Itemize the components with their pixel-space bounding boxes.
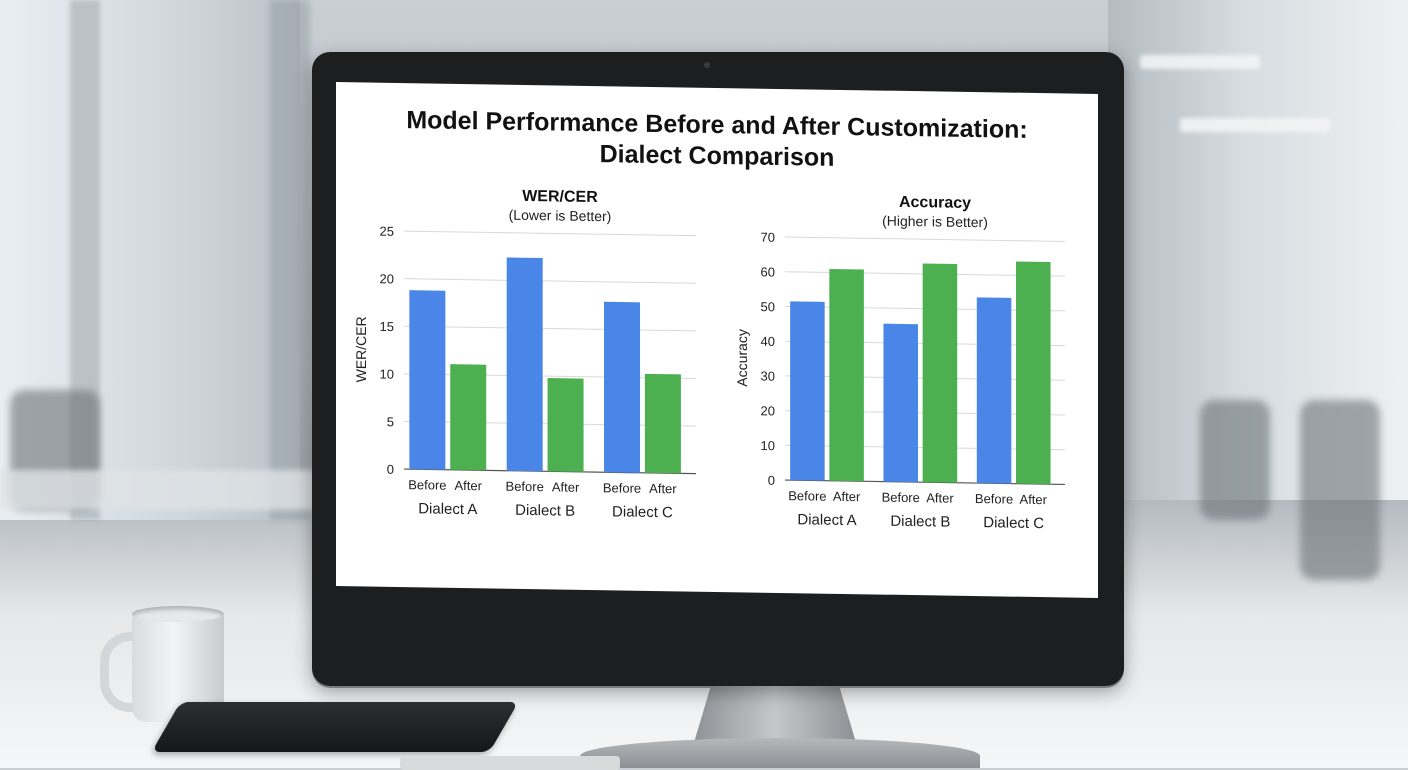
bar-before-dialect-b: [883, 323, 918, 483]
y-tick-label: 0: [768, 473, 775, 488]
y-tick-label: 70: [761, 230, 775, 245]
chart-subtitle: (Higher is Better): [882, 213, 988, 231]
bar-before-dialect-a: [790, 301, 825, 481]
y-axis-label: Accuracy: [734, 329, 750, 387]
chart-subtitle: (Lower is Better): [509, 207, 612, 225]
background-desk: [0, 470, 320, 510]
bar-after-dialect-c: [644, 373, 681, 474]
bar-label: Before: [975, 491, 1013, 507]
accuracy-chart: Accuracy (Higher is Better) 0 10 20 30 40 50 60 7…: [717, 184, 1098, 555]
category-label: Dialect C: [983, 514, 1044, 532]
bar-before-dialect-c: [604, 301, 641, 473]
webcam-icon: [704, 62, 710, 68]
y-tick-label: 10: [761, 438, 775, 453]
chart-title: WER/CER: [522, 188, 598, 206]
bar-label: Before: [603, 480, 641, 496]
y-tick-label: 40: [761, 334, 775, 349]
bar-before-dialect-b: [506, 257, 543, 472]
gridline: [404, 230, 696, 237]
bar-after-dialect-b: [547, 378, 584, 472]
y-tick-label: 25: [380, 224, 394, 239]
office-chair: [1200, 400, 1270, 520]
category-label: Dialect B: [515, 502, 575, 520]
y-tick-label: 30: [761, 369, 775, 384]
bar-before-dialect-a: [409, 290, 446, 470]
chart-title: Accuracy: [899, 194, 971, 212]
bar-label: After: [1020, 492, 1048, 507]
category-label: Dialect A: [418, 500, 477, 518]
y-tick-label: 5: [387, 414, 394, 429]
office-chair: [1300, 400, 1380, 580]
bar-label: After: [926, 490, 954, 505]
y-tick-label: 0: [387, 462, 394, 477]
category-label: Dialect C: [612, 503, 673, 521]
keyboard: [400, 756, 620, 770]
bar-label: Before: [882, 490, 920, 506]
bar-label: After: [649, 481, 677, 496]
gridline: [404, 278, 696, 284]
monitor-stand-base: [580, 738, 980, 768]
wer-cer-chart-svg: WER/CER(Lower is Better)0510152025WER/CE…: [353, 188, 696, 521]
y-tick-label: 20: [761, 403, 775, 418]
gridline: [404, 325, 696, 332]
bar-label: After: [455, 478, 483, 493]
y-tick-label: 10: [380, 366, 394, 381]
window-frame: [270, 0, 310, 520]
y-tick-label: 20: [380, 271, 394, 286]
bar-before-dialect-c: [976, 297, 1012, 484]
gridline: [785, 236, 1065, 242]
ceiling-light: [1140, 55, 1260, 69]
category-label: Dialect B: [890, 513, 950, 531]
ceiling-light: [1180, 118, 1330, 132]
bar-after-dialect-a: [829, 268, 864, 482]
bar-label: Before: [506, 479, 544, 495]
mug-handle: [100, 632, 151, 712]
bar-label: After: [552, 479, 580, 494]
y-tick-label: 50: [761, 299, 775, 314]
y-tick-label: 60: [761, 264, 775, 279]
bar-after-dialect-a: [450, 364, 487, 471]
tablet-device: [151, 702, 519, 752]
bar-label: After: [833, 489, 861, 504]
bar-label: Before: [788, 488, 826, 504]
bar-after-dialect-c: [1016, 261, 1051, 485]
y-tick-label: 15: [380, 319, 394, 334]
bar-after-dialect-b: [922, 263, 958, 483]
wer-cer-chart: WER/CER (Lower is Better) 0 5 10 15 20 25 WER/CE…: [336, 178, 717, 549]
category-label: Dialect A: [797, 511, 856, 529]
bar-label: Before: [408, 477, 446, 493]
monitor-screen: Model Performance Before and After Custo…: [336, 82, 1098, 598]
accuracy-chart-svg: Accuracy(Higher is Better)01020304050607…: [734, 194, 1065, 532]
y-axis-label: WER/CER: [353, 316, 369, 382]
mug-rim: [132, 606, 224, 622]
page-title: Model Performance Before and After Custo…: [336, 104, 1098, 178]
